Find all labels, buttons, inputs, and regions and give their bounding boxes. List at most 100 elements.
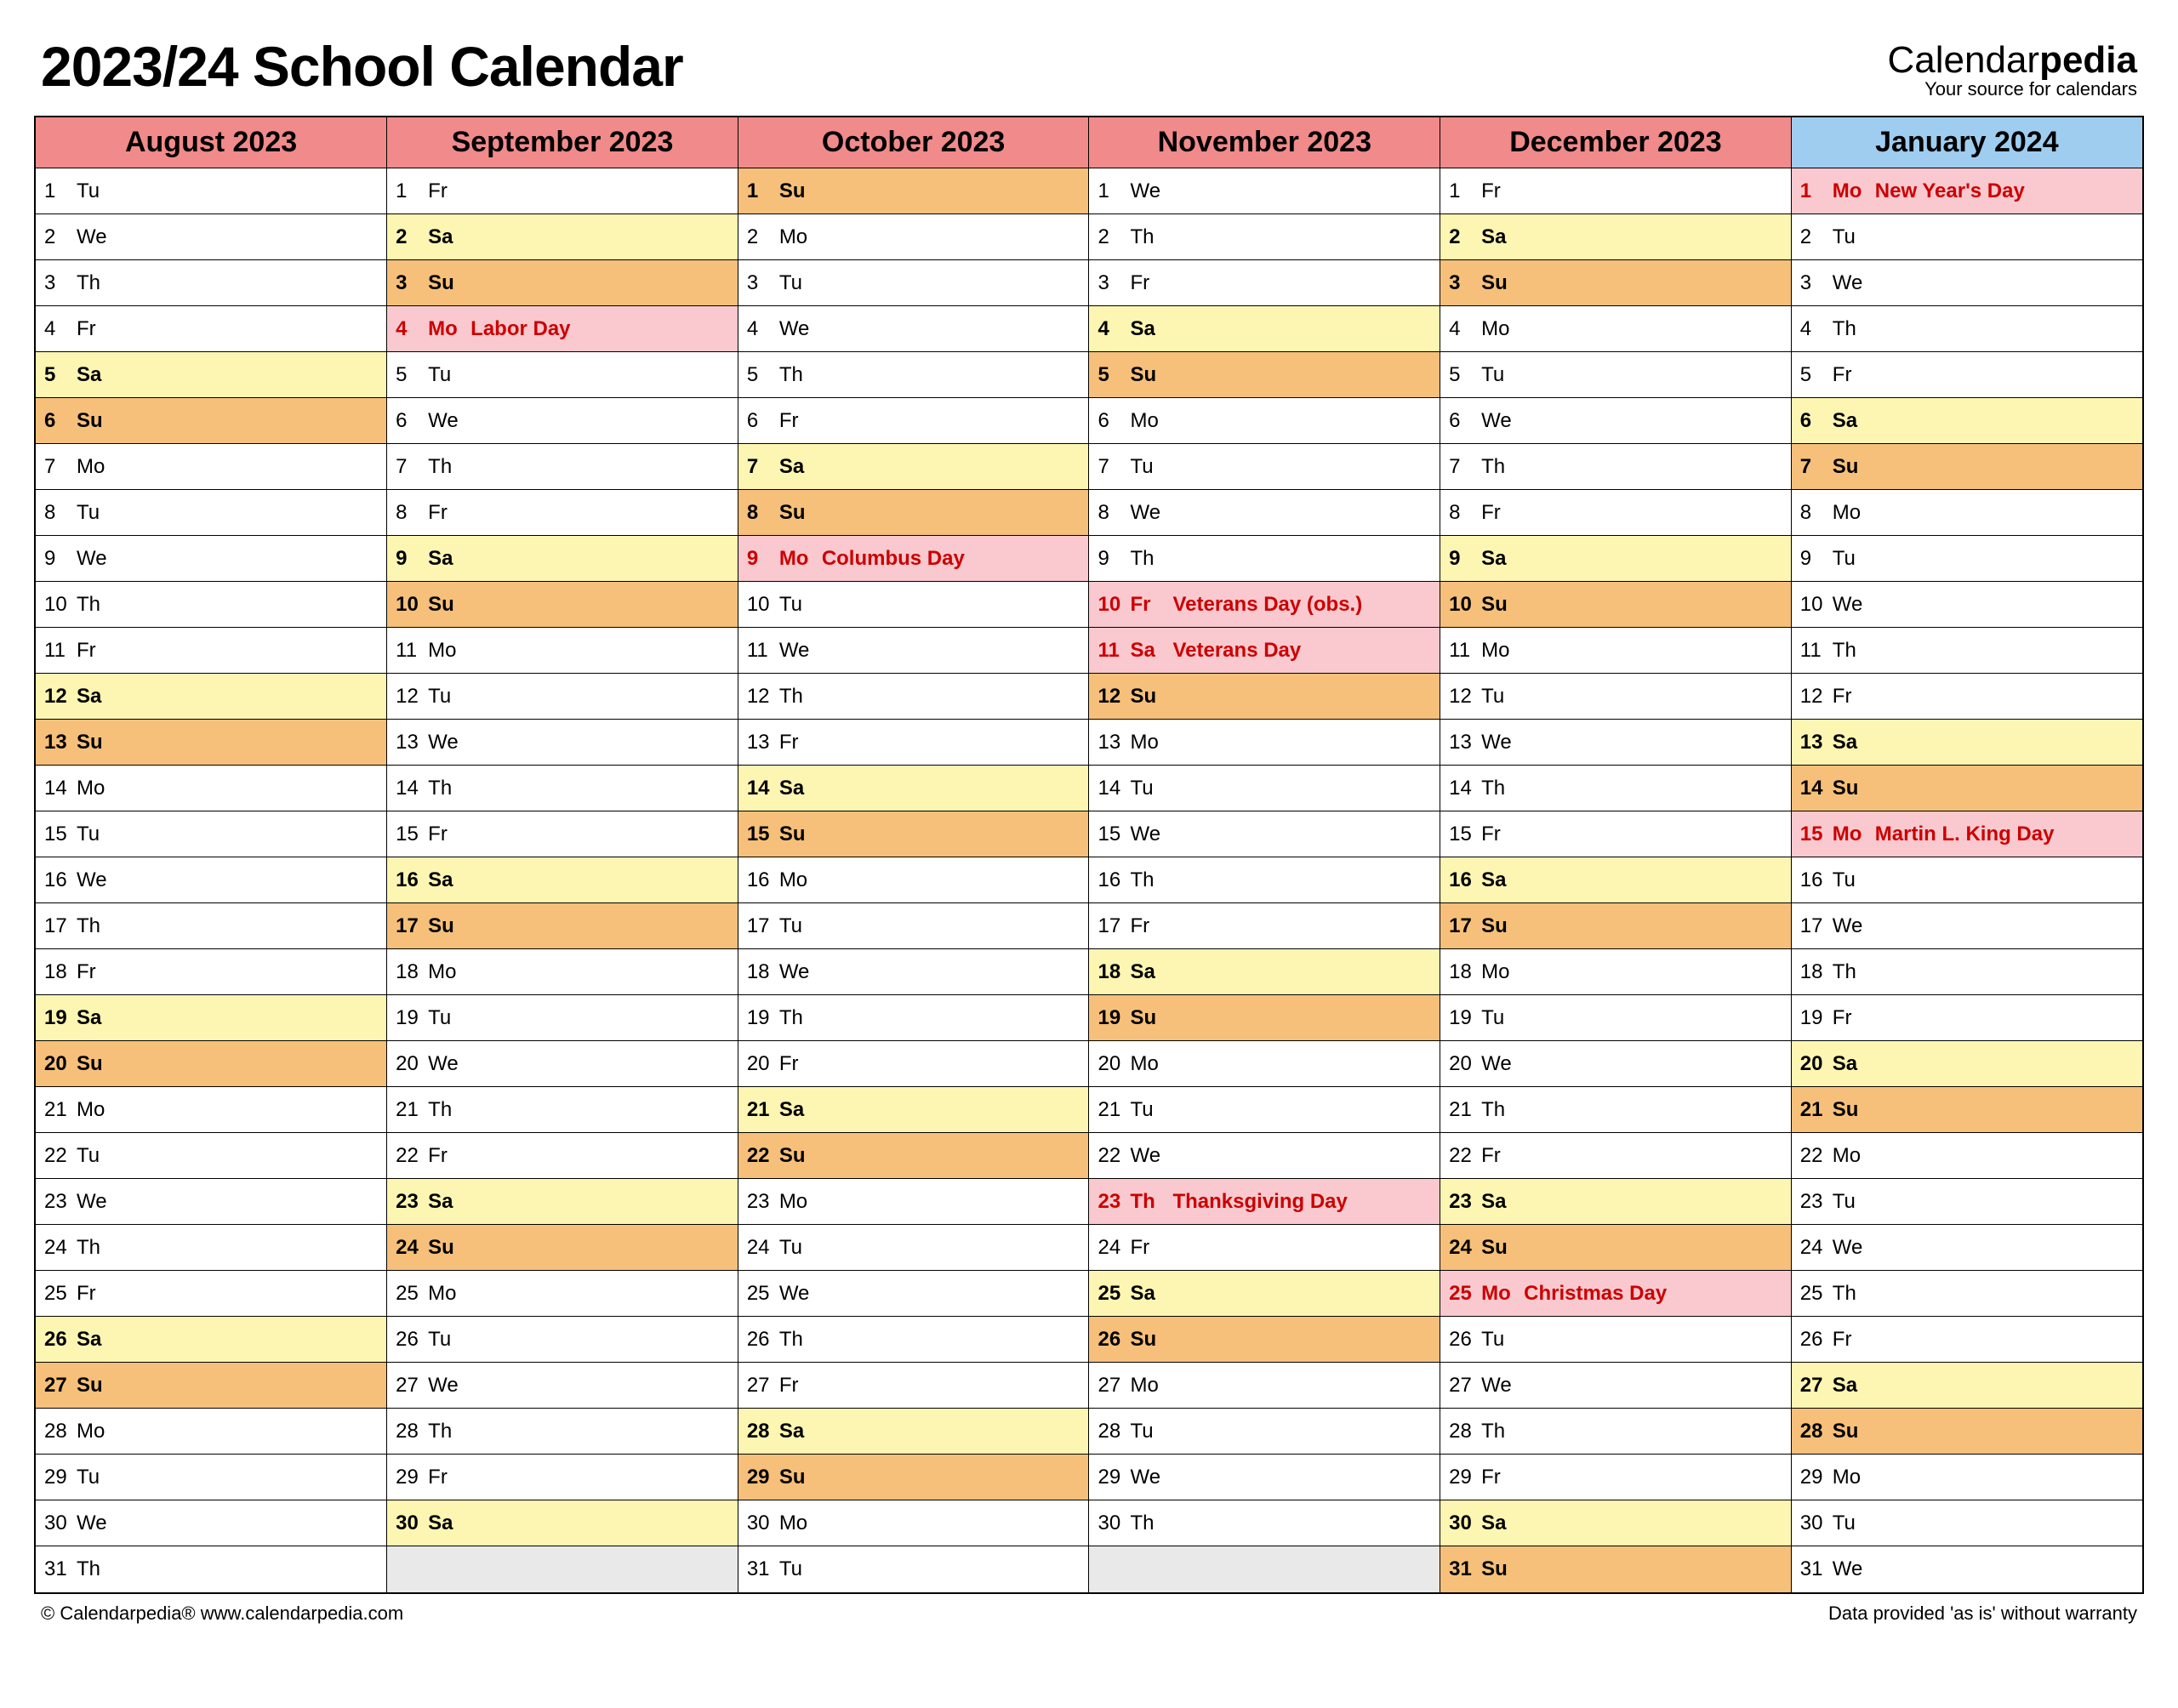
month-header: November 2023 — [1089, 117, 1440, 168]
day-cell: 14Tu — [1089, 766, 1440, 811]
day-cell: 13Mo — [1089, 720, 1440, 766]
day-cell: 13Su — [36, 720, 387, 766]
day-cell: 27Sa — [1791, 1363, 2142, 1409]
day-cell: 3Th — [36, 260, 387, 306]
day-cell: 2Tu — [1791, 214, 2142, 260]
day-cell: 15Su — [738, 811, 1089, 857]
day-cell: 28Sa — [738, 1409, 1089, 1455]
day-cell: 22Fr — [387, 1133, 738, 1179]
day-cell: 25Th — [1791, 1271, 2142, 1317]
day-cell: 10Th — [36, 582, 387, 628]
day-cell: 4We — [738, 306, 1089, 352]
day-cell: 17Su — [387, 903, 738, 949]
day-cell: 15Tu — [36, 811, 387, 857]
day-cell: 9Tu — [1791, 536, 2142, 582]
day-cell: 27Fr — [738, 1363, 1089, 1409]
day-cell: 17We — [1791, 903, 2142, 949]
day-cell: 11Th — [1791, 628, 2142, 674]
day-cell: 2Sa — [387, 214, 738, 260]
page-title: 2023/24 School Calendar — [41, 34, 683, 99]
day-cell: 22We — [1089, 1133, 1440, 1179]
day-cell: 29Mo — [1791, 1455, 2142, 1500]
brand-tagline: Your source for calendars — [1888, 78, 2137, 100]
day-cell: 18Fr — [36, 949, 387, 995]
day-cell: 4Sa — [1089, 306, 1440, 352]
day-cell: 8Fr — [1440, 490, 1792, 536]
day-cell: 22Tu — [36, 1133, 387, 1179]
day-cell: 18We — [738, 949, 1089, 995]
day-cell: 2We — [36, 214, 387, 260]
day-cell: 5Sa — [36, 352, 387, 398]
day-cell: 24Fr — [1089, 1225, 1440, 1271]
day-cell: 29Fr — [1440, 1455, 1792, 1500]
day-cell: 31Th — [36, 1546, 387, 1592]
day-cell: 13Sa — [1791, 720, 2142, 766]
day-cell: 3Fr — [1089, 260, 1440, 306]
day-cell: 5Su — [1089, 352, 1440, 398]
day-cell: 15Fr — [1440, 811, 1792, 857]
day-cell: 29Su — [738, 1455, 1089, 1500]
day-cell: 17Tu — [738, 903, 1089, 949]
day-cell: 19Tu — [1440, 995, 1792, 1041]
day-cell: 17Fr — [1089, 903, 1440, 949]
day-cell: 23Sa — [1440, 1179, 1792, 1225]
month-header: September 2023 — [387, 117, 738, 168]
day-cell: 7Tu — [1089, 444, 1440, 490]
day-cell: 5Tu — [1440, 352, 1792, 398]
day-cell: 24Su — [1440, 1225, 1792, 1271]
day-cell: 19Su — [1089, 995, 1440, 1041]
day-cell: 14Mo — [36, 766, 387, 811]
month-header: October 2023 — [738, 117, 1089, 168]
day-cell: 25MoChristmas Day — [1440, 1271, 1792, 1317]
day-cell: 7Th — [387, 444, 738, 490]
day-cell: 13We — [1440, 720, 1792, 766]
day-cell: 28Th — [387, 1409, 738, 1455]
day-cell: 17Su — [1440, 903, 1792, 949]
day-cell: 1Fr — [1440, 168, 1792, 214]
day-cell: 14Th — [1440, 766, 1792, 811]
day-cell: 26Tu — [387, 1317, 738, 1363]
day-cell: 21Su — [1791, 1087, 2142, 1133]
day-cell: 7Mo — [36, 444, 387, 490]
day-cell: 18Mo — [387, 949, 738, 995]
day-cell: 8Mo — [1791, 490, 2142, 536]
day-cell: 6Sa — [1791, 398, 2142, 444]
day-cell: 12Sa — [36, 674, 387, 720]
day-cell: 26Sa — [36, 1317, 387, 1363]
day-cell: 11Mo — [387, 628, 738, 674]
day-cell: 20Sa — [1791, 1041, 2142, 1087]
day-cell: 16Tu — [1791, 857, 2142, 903]
day-cell: 16Sa — [387, 857, 738, 903]
day-cell: 14Sa — [738, 766, 1089, 811]
day-cell: 28Mo — [36, 1409, 387, 1455]
day-cell: 21Mo — [36, 1087, 387, 1133]
day-cell: 18Mo — [1440, 949, 1792, 995]
day-cell: 11Mo — [1440, 628, 1792, 674]
day-cell: 3We — [1791, 260, 2142, 306]
month-header: August 2023 — [36, 117, 387, 168]
day-cell: 11We — [738, 628, 1089, 674]
day-cell: 24Th — [36, 1225, 387, 1271]
day-cell: 30We — [36, 1500, 387, 1546]
day-cell: 26Su — [1089, 1317, 1440, 1363]
day-cell: 1We — [1089, 168, 1440, 214]
day-cell: 27We — [387, 1363, 738, 1409]
day-cell: 4Fr — [36, 306, 387, 352]
day-cell: 16Sa — [1440, 857, 1792, 903]
day-cell: 2Mo — [738, 214, 1089, 260]
day-cell: 22Mo — [1791, 1133, 2142, 1179]
day-cell: 7Sa — [738, 444, 1089, 490]
day-cell: 21Tu — [1089, 1087, 1440, 1133]
day-cell: 31Tu — [738, 1546, 1089, 1592]
day-cell: 22Su — [738, 1133, 1089, 1179]
day-cell: 6Su — [36, 398, 387, 444]
day-cell: 19Fr — [1791, 995, 2142, 1041]
day-cell: 27Mo — [1089, 1363, 1440, 1409]
day-cell: 19Th — [738, 995, 1089, 1041]
day-cell: 30Sa — [1440, 1500, 1792, 1546]
day-cell: 2Sa — [1440, 214, 1792, 260]
day-cell: 20Fr — [738, 1041, 1089, 1087]
day-cell: 16Mo — [738, 857, 1089, 903]
day-cell: 12Tu — [387, 674, 738, 720]
day-cell: 20We — [387, 1041, 738, 1087]
